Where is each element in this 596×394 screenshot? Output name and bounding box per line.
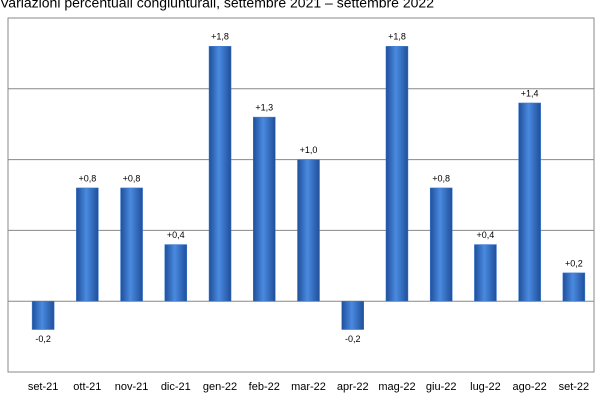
x-tick-label: set-22 — [559, 381, 590, 393]
value-label: -0,2 — [35, 334, 51, 344]
bar — [31, 300, 55, 330]
x-tick-label: apr-22 — [337, 381, 369, 393]
value-label: +1,3 — [255, 102, 273, 112]
x-tick-label: nov-21 — [115, 381, 149, 393]
value-label: +1,0 — [300, 145, 318, 155]
value-label: +1,8 — [388, 32, 406, 42]
x-tick-label: ott-21 — [73, 381, 101, 393]
chart-title: Variazioni percentuali congiunturali, se… — [0, 0, 434, 11]
plot-frame — [7, 17, 595, 373]
bar — [518, 102, 541, 302]
bar — [429, 187, 453, 302]
bar — [562, 272, 586, 302]
bar — [120, 187, 143, 302]
x-tick-label: giu-22 — [426, 381, 457, 393]
value-label: +0,4 — [167, 230, 185, 240]
x-tick-label: dic-21 — [161, 381, 191, 393]
value-label: +0,8 — [432, 173, 450, 183]
bar — [253, 116, 276, 302]
value-label: +0,8 — [123, 173, 141, 183]
x-tick-label: set-21 — [28, 381, 59, 393]
value-label: +0,2 — [565, 258, 583, 268]
x-tick-label: mar-22 — [291, 381, 326, 393]
bar — [297, 159, 320, 302]
bar — [76, 187, 99, 302]
bar — [341, 300, 364, 330]
value-label: +0,8 — [78, 173, 96, 183]
x-tick-label: ago-22 — [513, 381, 547, 393]
bar — [164, 244, 188, 302]
value-label: +1,4 — [521, 88, 539, 98]
value-label: -0,2 — [345, 334, 361, 344]
x-tick-label: lug-22 — [470, 381, 501, 393]
x-tick-label: mag-22 — [378, 381, 415, 393]
bar — [385, 46, 409, 302]
value-label: +0,4 — [477, 230, 495, 240]
bar — [474, 244, 497, 302]
bar — [208, 46, 232, 302]
x-tick-label: gen-22 — [203, 381, 237, 393]
value-label: +1,8 — [211, 32, 229, 42]
x-tick-label: feb-22 — [249, 381, 280, 393]
